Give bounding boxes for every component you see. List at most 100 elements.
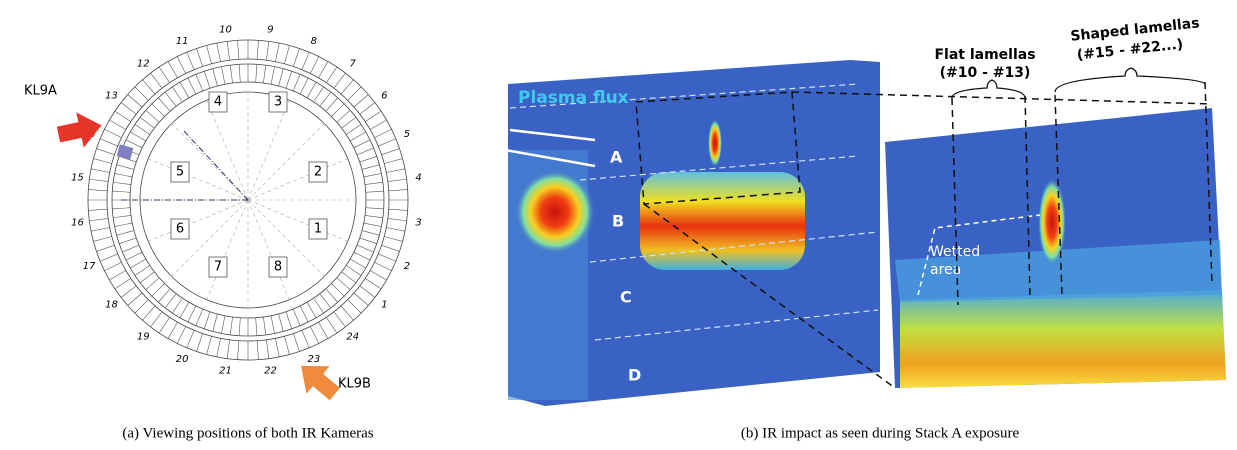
row-label: C [620,288,632,307]
tile-edge [217,43,221,62]
tile-edge [197,48,203,66]
tile-edge [271,316,275,334]
tile-edge [112,208,130,209]
tile-edge [293,74,300,91]
tile-edge [302,330,309,348]
tile-edge [365,182,383,184]
label: (#10 - #13) [940,65,1031,81]
tile-edge [366,191,384,192]
sector-line [207,200,248,300]
tile-edge [384,236,402,241]
tile-edge [187,330,194,348]
tile-edge [96,149,114,155]
view-line [183,130,248,200]
tile-edge [293,48,299,66]
ring-number: 1 [381,300,387,311]
sector-number: 6 [176,222,184,237]
tile-edge [207,336,212,354]
sector-line [248,159,348,200]
tile-edge [93,236,111,241]
tile-edge [346,124,361,134]
tile-edge [364,223,382,227]
ring-number: 3 [415,217,421,228]
tile-edge [334,73,346,88]
sector-number: 3 [274,95,282,110]
tile-edge [263,65,265,83]
label: Wetted [930,244,980,260]
tile-edge [382,149,400,155]
tile-edge [158,289,170,303]
tile-edge [360,103,375,115]
tile-edge [263,317,265,335]
tile-edge [230,317,232,335]
tile-edge [112,191,130,192]
ring-number: 20 [176,354,189,365]
tile-edge [365,215,383,217]
caption: (b) IR impact as seen during Stack A exp… [741,425,1020,441]
tile-edge [227,41,229,60]
tile-edge [320,294,331,308]
tile-edge [256,318,257,336]
tile-edge [310,57,318,74]
tile-edge [143,306,156,320]
tile-edge [115,173,133,177]
tile-edge [357,245,374,252]
tile-edge [146,278,160,290]
sector-number: 4 [214,95,222,110]
tile-edge [382,245,400,251]
tile-edge [286,312,292,329]
tile-edge [128,293,142,306]
tile-edge [239,64,240,82]
tile-edge [130,259,146,268]
tile-edge [386,228,405,232]
tile-edge [341,80,354,94]
tile-edge [89,179,108,181]
tile-edge [135,300,148,313]
tile-edge [130,132,146,141]
tile-edge [126,140,142,148]
tile-edge [354,95,368,108]
tile-edge [239,318,240,336]
tile-edge [115,111,131,122]
tile-edge [109,271,125,281]
ring-number: 22 [264,366,277,377]
tile-edge [204,312,210,329]
ring-number: 17 [83,261,96,272]
tile-edge [378,254,396,261]
ring-number: 16 [71,217,84,228]
tile-edge [158,98,170,112]
tile-edge [354,293,368,306]
tile-edge [366,208,384,209]
tile-edge [100,254,118,261]
tile-edge [307,302,316,318]
tile-edge [204,71,210,88]
tile-edge [314,87,324,102]
label: Flat lamellas [934,47,1035,63]
tile-edge [113,182,131,184]
sector-number: 8 [274,260,282,275]
row-label: A [610,148,623,167]
hot-spot [708,119,722,167]
tile-edge [213,314,218,331]
tile-edge [197,334,203,352]
tile-edge [119,238,136,244]
ring-number: 5 [404,129,410,140]
tile-edge [172,87,182,102]
tile-edge [140,117,154,128]
ring-number: 6 [381,90,387,101]
tile-edge [388,179,407,181]
tile-edge [384,159,402,164]
row-label: D [628,366,641,385]
tile-edge [326,317,337,333]
ring-number: 4 [415,173,421,184]
tile-edge [143,80,156,94]
tile-edge [374,262,391,270]
sector-number: 5 [176,165,184,180]
sector-line [207,100,248,200]
tile-edge [91,228,110,232]
tile-edge [271,67,275,85]
tile-edge [196,309,203,326]
tile-edge [342,272,356,283]
tile-edge [360,156,377,162]
ring-number: 8 [311,36,317,47]
